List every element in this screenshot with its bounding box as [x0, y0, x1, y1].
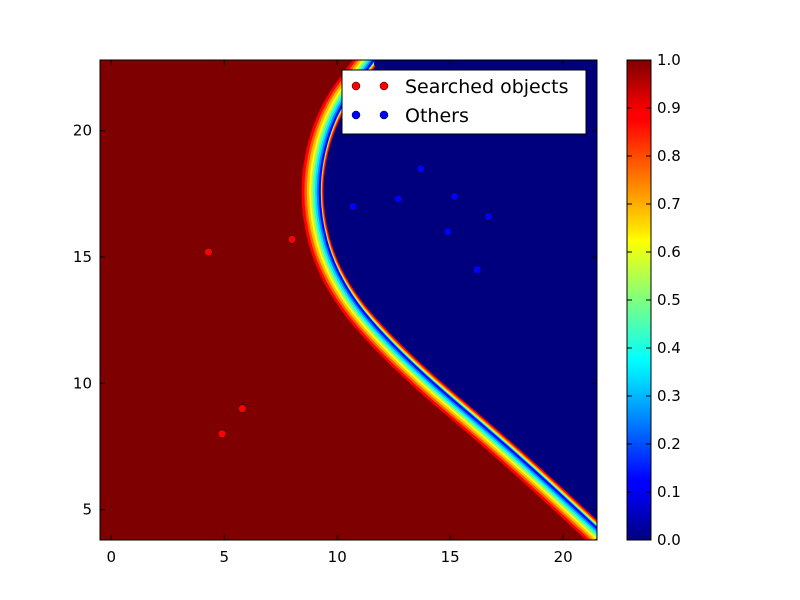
plot-frame — [99, 59, 598, 541]
legend-box — [341, 69, 587, 135]
searched-object-point — [238, 404, 247, 413]
other-point — [484, 212, 493, 221]
y-tick-label: 20 — [73, 122, 92, 140]
other-point — [416, 164, 426, 173]
colorbar-tick-label: 0.6 — [657, 243, 681, 261]
colorbar-tick-label: 0.2 — [657, 435, 681, 453]
x-tick-label: 15 — [441, 548, 460, 566]
other-point — [443, 227, 453, 237]
data-points — [204, 164, 493, 439]
legend-label-others: Others — [405, 105, 469, 127]
colorbar: 0.0 0.1 0.2 0.3 0.4 0.5 0.6 0.7 0.8 0.9 1.0 — [626, 51, 681, 549]
other-point — [450, 192, 459, 201]
legend-label-searched: Searched objects — [405, 76, 569, 98]
searched-object-point — [204, 247, 213, 257]
searched-object-point — [217, 429, 227, 439]
y-tick-label: 5 — [82, 501, 92, 519]
colorbar-tick-label: 0.5 — [657, 291, 681, 309]
x-tick-label: 5 — [219, 548, 229, 566]
x-axis: 0 5 10 15 20 — [107, 60, 573, 566]
x-tick-label: 10 — [328, 548, 347, 566]
other-point — [348, 202, 358, 211]
colorbar-tick-label: 0.1 — [657, 483, 681, 501]
y-tick-label: 10 — [73, 374, 92, 392]
x-tick-label: 20 — [554, 548, 573, 566]
colorbar-tick-label: 0.7 — [657, 195, 681, 213]
colorbar-tick-label: 0.3 — [657, 387, 681, 405]
colorbar-tick-label: 1.0 — [657, 51, 681, 69]
searched-object-point — [287, 235, 297, 244]
colorbar-tick-label: 0.4 — [657, 339, 681, 357]
other-point — [473, 265, 482, 274]
blue-region — [312, 60, 597, 535]
legend-marker-others — [351, 110, 361, 120]
y-tick-label: 15 — [73, 248, 92, 266]
colorbar-tick-label: 0.0 — [657, 531, 681, 549]
legend-marker-searched — [379, 81, 389, 91]
legend: Searched objects Others — [341, 69, 587, 135]
legend-marker-others — [379, 110, 389, 120]
other-point — [393, 194, 403, 204]
colorbar-tick-label: 0.8 — [657, 147, 681, 165]
x-tick-label: 0 — [107, 548, 117, 566]
colorbar-ticks: 0.0 0.1 0.2 0.3 0.4 0.5 0.6 0.7 0.8 0.9 1.0 — [627, 51, 681, 549]
legend-marker-searched — [351, 81, 361, 91]
y-axis: 5 10 15 20 — [73, 122, 597, 519]
colorbar-tick-label: 0.9 — [657, 99, 681, 117]
